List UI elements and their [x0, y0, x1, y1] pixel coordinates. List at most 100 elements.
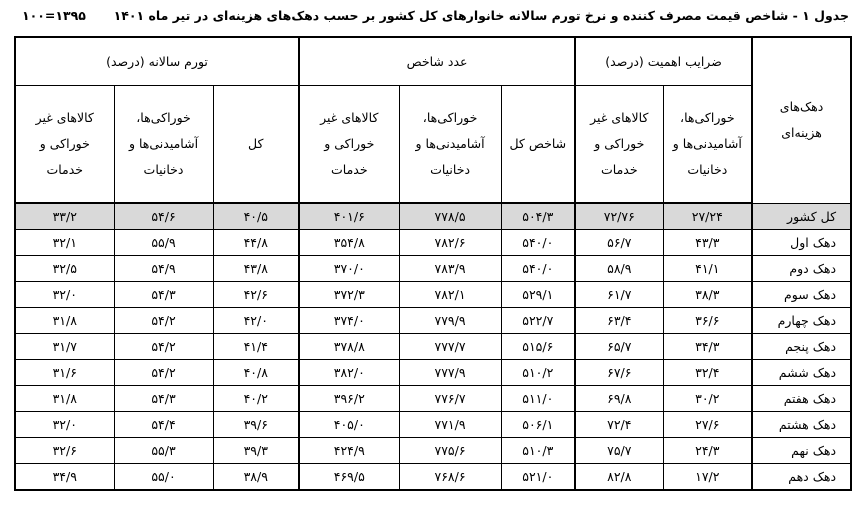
table-cell: ۵۴/۳ — [113, 281, 214, 308]
table-cell: ۵۱۰/۲ — [500, 359, 576, 386]
row-label-header: دهک‌های هزینه‌ای — [751, 36, 852, 204]
table-cell: ۴۲/۶ — [212, 281, 300, 308]
table-cell: ۳۲/۵ — [14, 255, 115, 282]
table-cell: ۳۶/۶ — [662, 307, 753, 334]
row-label: دهک اول — [751, 229, 852, 256]
table-cell: ۴۱/۴ — [212, 333, 300, 360]
table-cell: ۴۰۵/۰ — [298, 411, 400, 438]
table-cell: ۵۲۲/۷ — [500, 307, 576, 334]
table-cell: ۷۵/۷ — [574, 437, 664, 464]
table-cell: ۳۴/۳ — [662, 333, 753, 360]
table-row: دهک پنجم ۳۴/۳ ۶۵/۷ ۵۱۵/۶ ۷۷۷/۷ ۳۷۸/۸ ۴۱/۴ ۵۴/۲ ۳… — [14, 333, 852, 360]
row-label: دهک دوم — [751, 255, 852, 282]
table-cell: ۷۷۹/۹ — [398, 307, 502, 334]
row-label: دهک پنجم — [751, 333, 852, 360]
table-cell: ۶۷/۶ — [574, 359, 664, 386]
sub-header-weight-nonfood: کالاهای غیر خوراکی و خدمات — [574, 84, 664, 204]
table-row: دهک هشتم ۲۷/۶ ۷۲/۴ ۵۰۶/۱ ۷۷۱/۹ ۴۰۵/۰ ۳۹/۶ ۵۴/۴ ۳… — [14, 411, 852, 438]
table-cell: ۵۴۰/۰ — [500, 255, 576, 282]
table-cell: ۳۹۶/۲ — [298, 385, 400, 412]
table-cell: ۳۵۴/۸ — [298, 229, 400, 256]
table-cell: ۳۱/۶ — [14, 359, 115, 386]
table-cell: ۴۰/۵ — [212, 202, 300, 230]
sub-header-index-total: شاخص کل — [500, 84, 576, 204]
table-cell: ۳۲/۱ — [14, 229, 115, 256]
table-cell: ۳۰/۲ — [662, 385, 753, 412]
table-cell: ۳۱/۷ — [14, 333, 115, 360]
table-cell: ۳۲/۴ — [662, 359, 753, 386]
table-cell: ۴۰/۲ — [212, 385, 300, 412]
table-cell: ۳۷۲/۳ — [298, 281, 400, 308]
table-cell: ۵۱۰/۳ — [500, 437, 576, 464]
table-row: دهک چهارم ۳۶/۶ ۶۳/۴ ۵۲۲/۷ ۷۷۹/۹ ۳۷۴/۰ ۴۲/۰ ۵۴/۲… — [14, 307, 852, 334]
group-header-weights: ضرایب اهمیت (درصد) — [574, 36, 753, 86]
table-cell: ۶۱/۷ — [574, 281, 664, 308]
table-row: دهک ششم ۳۲/۴ ۶۷/۶ ۵۱۰/۲ ۷۷۷/۹ ۳۸۲/۰ ۴۰/۸ ۵۴/۲ ۳۱… — [14, 359, 852, 386]
table-cell: ۷۷۷/۷ — [398, 333, 502, 360]
table-row: دهک دوم ۴۱/۱ ۵۸/۹ ۵۴۰/۰ ۷۸۳/۹ ۳۷۰/۰ ۴۳/۸ ۵۴/۹ ۳۲… — [14, 255, 852, 282]
table-cell: ۳۹/۳ — [212, 437, 300, 464]
table-cell: ۵۰۴/۳ — [500, 202, 576, 230]
sub-header-row: خوراکی‌ها، آشامیدنی‌ها و دخانیات کالاهای… — [14, 84, 851, 204]
table-cell: ۶۹/۸ — [574, 385, 664, 412]
row-label: دهک ششم — [751, 359, 852, 386]
table-cell: ۷۷۸/۵ — [398, 202, 502, 230]
table-cell: ۵۴/۹ — [113, 255, 214, 282]
table-cell: ۳۲/۰ — [14, 281, 115, 308]
row-label: دهک هشتم — [751, 411, 852, 438]
table-cell: ۷۷۱/۹ — [398, 411, 502, 438]
table-cell: ۳۸/۹ — [212, 463, 300, 491]
sub-header-inflation-nonfood: کالاهای غیر خوراکی و خدمات — [14, 84, 115, 204]
table-cell: ۵۱۵/۶ — [500, 333, 576, 360]
table-row-total: کل کشور ۲۷/۲۴ ۷۲/۷۶ ۵۰۴/۳ ۷۷۸/۵ ۴۰۱/۶ ۴۰/۵ ۵۴/۶… — [14, 202, 852, 230]
table-cell: ۳۹/۶ — [212, 411, 300, 438]
sub-header-weight-food: خوراکی‌ها، آشامیدنی‌ها و دخانیات — [662, 84, 753, 204]
table-cell: ۴۰۱/۶ — [298, 202, 400, 230]
table-row: دهک اول ۴۳/۳ ۵۶/۷ ۵۴۰/۰ ۷۸۲/۶ ۳۵۴/۸ ۴۴/۸ ۵۵/۹ ۳۲… — [14, 229, 852, 256]
row-label: دهک نهم — [751, 437, 852, 464]
table-cell: ۵۱۱/۰ — [500, 385, 576, 412]
table-cell: ۴۱/۱ — [662, 255, 753, 282]
group-header-index: عدد شاخص — [298, 36, 576, 86]
table-cell: ۵۴۰/۰ — [500, 229, 576, 256]
sub-header-index-food: خوراکی‌ها، آشامیدنی‌ها و دخانیات — [398, 84, 502, 204]
table-cell: ۴۲۴/۹ — [298, 437, 400, 464]
row-label: دهک سوم — [751, 281, 852, 308]
table-cell: ۲۷/۲۴ — [662, 202, 753, 230]
table-cell: ۶۳/۴ — [574, 307, 664, 334]
table-cell: ۵۵/۰ — [113, 463, 214, 491]
table-cell: ۳۸۲/۰ — [298, 359, 400, 386]
table-cell: ۳۴/۹ — [14, 463, 115, 491]
table-cell: ۴۶۹/۵ — [298, 463, 400, 491]
table-row: دهک سوم ۳۸/۳ ۶۱/۷ ۵۲۹/۱ ۷۸۲/۱ ۳۷۲/۳ ۴۲/۶ ۵۴/۳ ۳۲… — [14, 281, 852, 308]
table-cell: ۵۲۱/۰ — [500, 463, 576, 491]
table-cell: ۵۴/۲ — [113, 333, 214, 360]
table-cell: ۳۳/۲ — [14, 202, 115, 230]
table-row: دهک نهم ۲۴/۳ ۷۵/۷ ۵۱۰/۳ ۷۷۵/۶ ۴۲۴/۹ ۳۹/۳ ۵۵/۳ ۳۲… — [14, 437, 852, 464]
table-row: دهک هفتم ۳۰/۲ ۶۹/۸ ۵۱۱/۰ ۷۷۶/۷ ۳۹۶/۲ ۴۰/۲ ۵۴/۳ ۳… — [14, 385, 852, 412]
table-cell: ۴۳/۳ — [662, 229, 753, 256]
row-label: دهک دهم — [751, 463, 852, 491]
table-cell: ۵۵/۹ — [113, 229, 214, 256]
row-label: دهک چهارم — [751, 307, 852, 334]
row-label: کل کشور — [751, 202, 852, 230]
sub-header-inflation-total: کل — [212, 84, 300, 204]
table-cell: ۷۷۷/۹ — [398, 359, 502, 386]
table-cell: ۵۴/۲ — [113, 359, 214, 386]
table-cell: ۸۲/۸ — [574, 463, 664, 491]
table-cell: ۱۷/۲ — [662, 463, 753, 491]
table-cell: ۷۶۸/۶ — [398, 463, 502, 491]
cpi-table: دهک‌های هزینه‌ای ضرایب اهمیت (درصد) عدد … — [14, 36, 853, 491]
table-cell: ۵۴/۴ — [113, 411, 214, 438]
table-cell: ۵۲۹/۱ — [500, 281, 576, 308]
table-cell: ۵۴/۳ — [113, 385, 214, 412]
table-cell: ۵۴/۶ — [113, 202, 214, 230]
table-cell: ۷۸۳/۹ — [398, 255, 502, 282]
table-cell: ۵۴/۲ — [113, 307, 214, 334]
table-cell: ۲۴/۳ — [662, 437, 753, 464]
sub-header-inflation-food: خوراکی‌ها، آشامیدنی‌ها و دخانیات — [113, 84, 214, 204]
table-cell: ۷۷۵/۶ — [398, 437, 502, 464]
table-cell: ۷۲/۴ — [574, 411, 664, 438]
table-cell: ۳۲/۶ — [14, 437, 115, 464]
table-cell: ۳۸/۳ — [662, 281, 753, 308]
